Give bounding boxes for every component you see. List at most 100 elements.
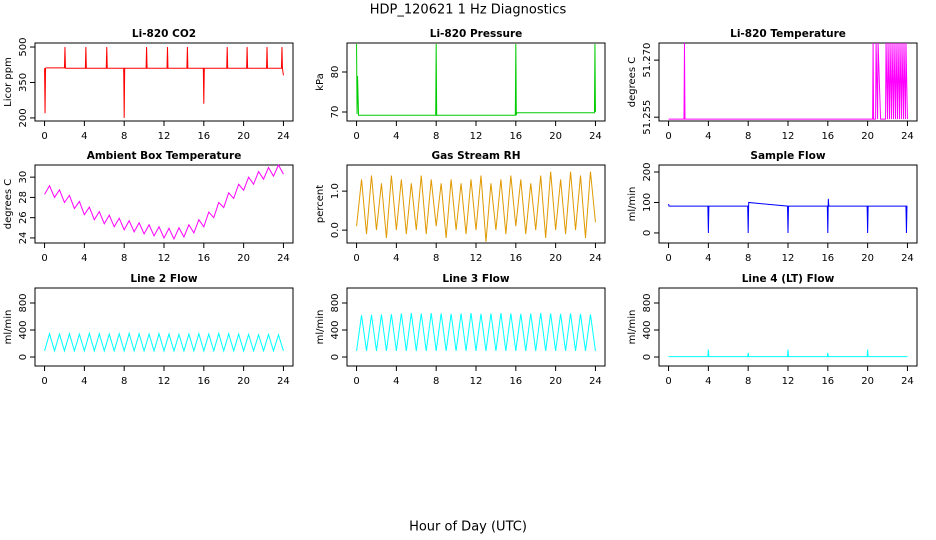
y-tick-label: 0 <box>642 354 653 360</box>
x-tick-label: 4 <box>393 131 399 142</box>
y-tick-label: 70 <box>330 106 341 119</box>
data-line <box>44 163 284 241</box>
y-axis-label: ml/min <box>3 310 14 345</box>
plot-frame <box>346 287 606 367</box>
x-tick-label: 12 <box>158 376 171 387</box>
x-tick-label: 20 <box>237 376 250 387</box>
x-tick-label: 24 <box>589 131 602 142</box>
x-tick-label: 16 <box>821 253 834 264</box>
y-tick-label: 800 <box>18 293 29 312</box>
x-tick-label: 12 <box>158 253 171 264</box>
x-tick-label: 0 <box>665 131 671 142</box>
y-tick-label: 28 <box>18 191 29 204</box>
y-axis-label: kPa <box>315 73 326 91</box>
x-tick-label: 16 <box>821 131 834 142</box>
x-tick-label: 4 <box>81 376 87 387</box>
x-tick-label: 8 <box>121 253 127 264</box>
x-tick-label: 20 <box>237 131 250 142</box>
x-tick-label: 0 <box>665 253 671 264</box>
x-tick-label: 24 <box>589 253 602 264</box>
panel-title: Line 2 Flow <box>130 273 197 285</box>
x-tick-label: 24 <box>589 376 602 387</box>
x-tick-label: 20 <box>861 253 874 264</box>
data-line <box>356 43 596 116</box>
x-tick-label: 4 <box>705 131 711 142</box>
panel-title: Gas Stream RH <box>431 150 520 162</box>
x-tick-label: 20 <box>237 253 250 264</box>
y-tick-label: 80 <box>330 66 341 79</box>
panel-title: Line 4 (LT) Flow <box>742 273 835 285</box>
x-tick-label: 20 <box>549 253 562 264</box>
x-tick-label: 12 <box>470 131 483 142</box>
y-tick-label: 51.255 <box>642 100 653 135</box>
y-axis-label: degrees C <box>3 179 14 229</box>
data-line <box>668 198 908 233</box>
x-tick-label: 20 <box>861 131 874 142</box>
x-axis-label: Hour of Day (UTC) <box>409 520 527 535</box>
x-tick-label: 4 <box>393 376 399 387</box>
data-line <box>668 349 908 358</box>
x-tick-label: 0 <box>41 131 47 142</box>
data-line <box>668 42 908 120</box>
y-tick-label: 1.0 <box>330 183 341 199</box>
y-axis-label: Licor ppm <box>3 57 14 107</box>
y-tick-label: 0 <box>642 230 653 236</box>
panel-title: Li-820 Temperature <box>730 28 846 40</box>
x-tick-label: 20 <box>861 376 874 387</box>
plot-frame <box>34 42 294 122</box>
y-tick-label: 26 <box>18 211 29 224</box>
x-tick-label: 0 <box>353 131 359 142</box>
x-tick-label: 20 <box>549 131 562 142</box>
data-line <box>356 313 596 352</box>
x-tick-label: 12 <box>782 376 795 387</box>
x-tick-label: 4 <box>81 131 87 142</box>
y-axis-label: ml/min <box>627 310 638 345</box>
panel-title: Li-820 CO2 <box>132 28 196 40</box>
y-tick-label: 200 <box>18 108 29 127</box>
figure-title: HDP_120621 1 Hz Diagnostics <box>370 3 567 18</box>
x-tick-label: 12 <box>470 376 483 387</box>
x-tick-label: 16 <box>197 253 210 264</box>
y-tick-label: 24 <box>18 232 29 245</box>
y-tick-label: 30 <box>18 171 29 184</box>
x-tick-label: 12 <box>782 131 795 142</box>
data-line <box>356 171 596 242</box>
x-tick-label: 16 <box>197 131 210 142</box>
x-tick-label: 12 <box>158 131 171 142</box>
y-tick-label: 800 <box>330 293 341 312</box>
x-tick-label: 0 <box>353 376 359 387</box>
x-tick-label: 8 <box>745 253 751 264</box>
y-axis-label: ml/min <box>315 310 326 345</box>
x-tick-label: 4 <box>393 253 399 264</box>
x-tick-label: 8 <box>121 376 127 387</box>
x-tick-label: 0 <box>353 253 359 264</box>
x-tick-label: 0 <box>665 376 671 387</box>
panel-title: Li-820 Pressure <box>430 28 523 40</box>
plot-frame <box>346 42 606 122</box>
data-line <box>44 47 284 118</box>
x-tick-label: 0 <box>41 253 47 264</box>
x-tick-label: 8 <box>433 131 439 142</box>
y-tick-label: 0 <box>330 354 341 360</box>
y-tick-label: 350 <box>18 73 29 92</box>
y-tick-label: 500 <box>18 37 29 56</box>
x-tick-label: 8 <box>745 376 751 387</box>
x-tick-label: 4 <box>705 376 711 387</box>
y-tick-label: 400 <box>18 320 29 339</box>
y-tick-label: 100 <box>642 193 653 212</box>
x-tick-label: 4 <box>81 253 87 264</box>
y-axis-label: degrees C <box>627 57 638 107</box>
x-tick-label: 8 <box>121 131 127 142</box>
x-tick-label: 12 <box>470 253 483 264</box>
x-tick-label: 16 <box>821 376 834 387</box>
y-axis-label: percent <box>315 185 326 223</box>
x-tick-label: 8 <box>745 131 751 142</box>
x-tick-label: 20 <box>549 376 562 387</box>
x-tick-label: 16 <box>509 253 522 264</box>
y-tick-label: 51.270 <box>642 43 653 78</box>
x-tick-label: 8 <box>433 376 439 387</box>
plot-frame <box>34 164 294 244</box>
x-tick-label: 16 <box>509 131 522 142</box>
data-line <box>44 331 284 353</box>
